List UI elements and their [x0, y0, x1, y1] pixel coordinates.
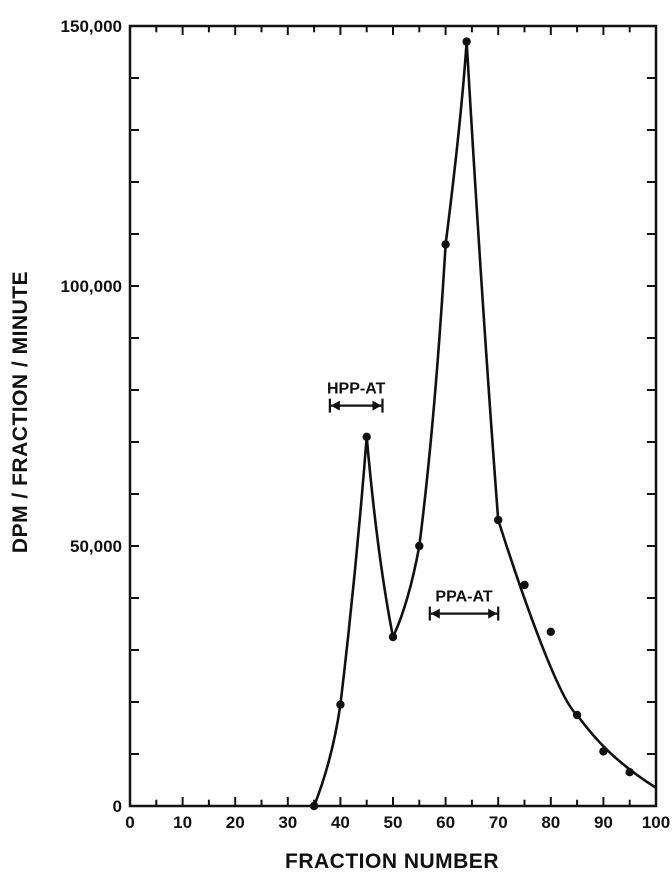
- data-point: [388, 632, 398, 642]
- arrowhead-right: [372, 400, 382, 411]
- range-annotation: HPP-AT: [327, 381, 386, 413]
- series-curve: [312, 40, 657, 807]
- data-point: [336, 700, 345, 709]
- y-tick-labels: 0 50,000 100,000 150,000: [61, 17, 122, 816]
- plot-frame: [128, 24, 658, 808]
- data-point: [625, 768, 634, 777]
- x-tick-label: 30: [278, 813, 297, 832]
- range-annotation: PPA-AT: [428, 589, 500, 621]
- data-point: [415, 541, 424, 551]
- x-tick-label: 50: [384, 813, 403, 832]
- x-tick-label: 10: [173, 813, 192, 832]
- y-axis-title: DPM / FRACTION / MINUTE: [9, 271, 32, 553]
- arrowhead-right: [488, 608, 498, 619]
- y-tick-label: 150,000: [61, 17, 122, 36]
- data-point: [462, 37, 471, 46]
- y-tick-label: 0: [113, 797, 122, 816]
- plot-area: HPP-AT PPA-AT: [128, 24, 658, 811]
- data-point: [494, 515, 503, 525]
- data-point: [546, 627, 555, 636]
- x-tick-label: 60: [436, 813, 455, 832]
- axis-ticks: [129, 25, 657, 807]
- x-axis-title: FRACTION NUMBER: [285, 850, 499, 873]
- annotations: HPP-AT PPA-AT: [327, 381, 500, 621]
- x-tick-label: 0: [125, 813, 134, 832]
- data-point: [309, 801, 319, 811]
- data-point: [520, 580, 529, 590]
- data-point: [362, 432, 371, 441]
- x-tick-label: 20: [226, 813, 245, 832]
- data-point: [599, 747, 608, 756]
- arrowhead-left: [330, 400, 340, 411]
- x-tick-label: 100: [642, 813, 670, 832]
- x-tick-label: 80: [541, 813, 560, 832]
- x-tick-label: 70: [489, 813, 508, 832]
- y-tick-label: 100,000: [61, 277, 122, 296]
- data-point: [572, 710, 582, 720]
- arrowhead-left: [430, 608, 440, 619]
- data-point: [441, 240, 450, 249]
- range-label: PPA-AT: [435, 589, 492, 606]
- x-tick-labels: 0 10 20 30 40 50 60 70 80 90 100: [125, 813, 670, 832]
- x-tick-label: 90: [594, 813, 613, 832]
- x-tick-label: 40: [331, 813, 350, 832]
- y-tick-label: 50,000: [70, 537, 122, 556]
- range-label: HPP-AT: [327, 381, 386, 398]
- data-points: [309, 37, 634, 811]
